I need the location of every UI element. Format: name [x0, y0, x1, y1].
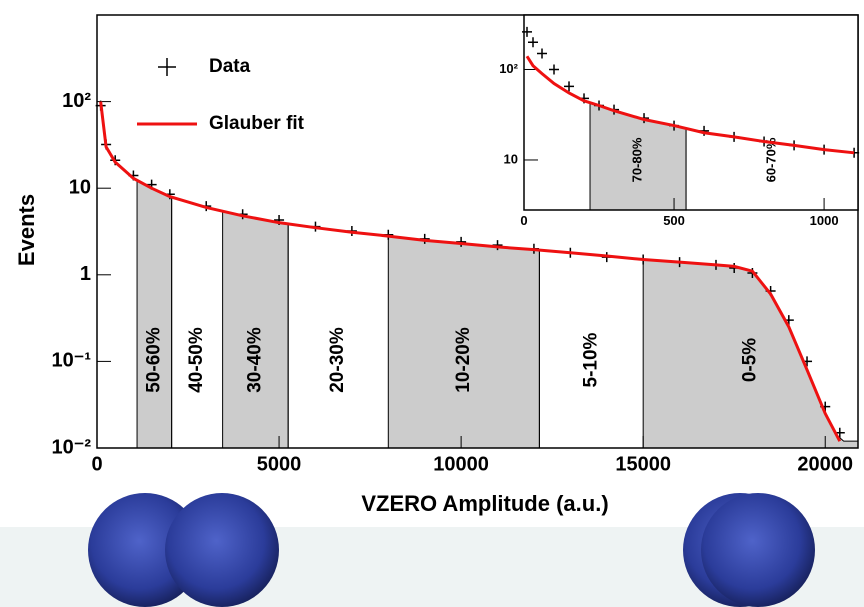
plot-frame [96, 14, 859, 449]
x-axis-label: VZERO Amplitude (a.u.) [361, 491, 608, 516]
band-label: 0-5% [740, 338, 761, 382]
y-tick-label: 10⁻¹ [52, 350, 92, 372]
band-label: 40-50% [186, 327, 207, 393]
data-point [564, 81, 575, 92]
nucleus [165, 493, 279, 607]
data-point [537, 48, 548, 59]
y-tick-label: 10⁻² [52, 436, 92, 458]
x-tick-label: 0 [520, 213, 527, 228]
y-tick-label: 10 [504, 151, 518, 166]
plot-frame [523, 14, 859, 211]
x-tick-label: 20000 [797, 453, 853, 475]
legend-swatch [158, 58, 176, 76]
y-tick-label: 10² [62, 90, 91, 112]
fit-line [99, 101, 842, 442]
band-label: 50-60% [143, 327, 164, 393]
y-tick-label: 10 [69, 176, 91, 198]
x-tick-label: 500 [663, 213, 685, 228]
band-label: 20-30% [327, 327, 348, 393]
x-tick-label: 10000 [433, 453, 489, 475]
band-label: 10-20% [453, 327, 474, 393]
band-label: 70-80% [629, 137, 644, 182]
data-point [528, 37, 539, 48]
x-tick-label: 5000 [257, 453, 302, 475]
y-tick-label: 10² [499, 61, 518, 76]
x-tick-label: 0 [91, 453, 102, 475]
nucleus [701, 493, 815, 607]
band-label: 60-70% [763, 137, 778, 182]
plot-area [524, 15, 858, 210]
legend-label: Glauber fit [209, 113, 305, 134]
fit-line [525, 55, 855, 155]
y-tick-label: 1 [80, 263, 91, 285]
x-tick-label: 15000 [615, 453, 671, 475]
band-label: 30-40% [244, 327, 265, 393]
x-tick-label: 1000 [810, 213, 839, 228]
y-axis-label: Events [14, 194, 39, 266]
data-point [549, 64, 560, 75]
band-label: 5-10% [580, 332, 601, 387]
centrality-band [136, 179, 173, 449]
legend-label: Data [209, 56, 251, 77]
